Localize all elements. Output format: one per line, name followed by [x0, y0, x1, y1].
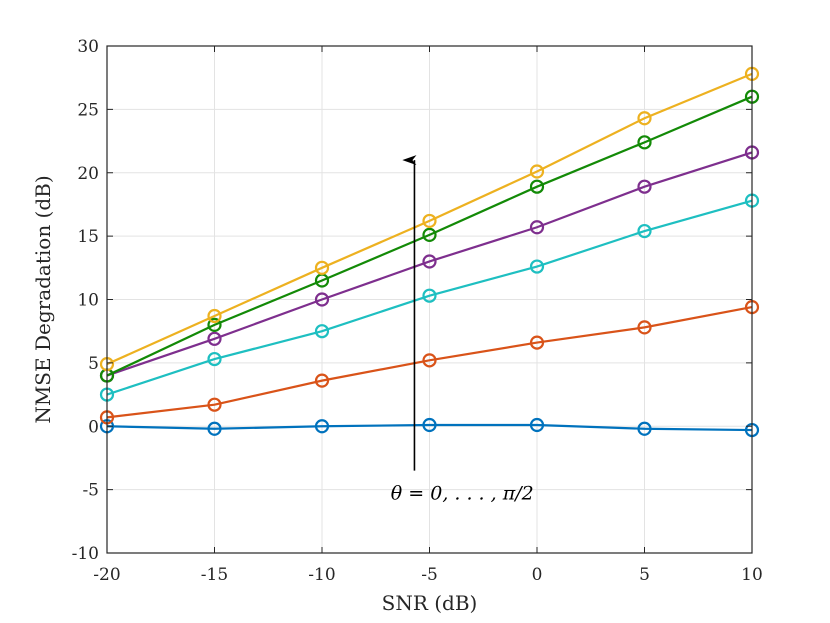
x-tick-label: 0: [532, 565, 543, 585]
series-line: [106, 306, 753, 419]
data-point: [207, 308, 222, 324]
data-point: [207, 317, 222, 332]
y-tick-label: 20: [77, 164, 99, 184]
x-axis-title: SNR (dB): [382, 591, 478, 615]
x-tick-label: -5: [421, 565, 438, 585]
data-point: [637, 223, 652, 239]
annotation: θ = 0, . . . , π/2: [391, 155, 534, 504]
data-point: [637, 179, 652, 194]
series-line: [106, 423, 753, 432]
x-tick-label: 10: [741, 565, 763, 585]
y-axis-title: NMSE Degradation (dB): [31, 175, 55, 423]
y-tick-label: 30: [77, 37, 99, 57]
data-point: [314, 419, 330, 434]
grid: [106, 45, 753, 554]
series-line: [106, 199, 753, 396]
y-tick-label: 15: [77, 227, 99, 247]
data-point: [422, 227, 437, 242]
y-tick-label: 0: [88, 417, 99, 437]
axis-ticks: -20 -15 -10 -5 0 5 10 -10 -5 0 5 10 15 20 25 30: [72, 37, 763, 585]
data-point: [314, 292, 330, 307]
y-tick-label: 25: [77, 100, 99, 120]
series-group: [99, 66, 760, 438]
data-point: [529, 164, 545, 179]
data-point: [314, 373, 330, 388]
data-point: [314, 324, 330, 339]
data-point: [637, 135, 652, 150]
data-point: [529, 417, 545, 433]
data-point: [207, 331, 222, 346]
data-point: [529, 179, 545, 194]
data-point: [422, 353, 437, 368]
series-line: [106, 95, 753, 377]
y-tick-label: 10: [77, 291, 99, 311]
series-5: [99, 89, 760, 383]
data-point: [637, 111, 652, 126]
data-point: [637, 320, 652, 335]
annotation-label: θ = 0, . . . , π/2: [391, 482, 534, 504]
series-line: [106, 151, 753, 377]
x-tick-label: -20: [93, 565, 120, 585]
y-tick-label: -5: [82, 481, 99, 501]
series-6: [99, 66, 760, 372]
x-tick-label: -10: [308, 565, 335, 585]
data-point: [529, 259, 545, 274]
data-point: [422, 213, 437, 229]
data-point: [314, 260, 330, 275]
data-point: [207, 397, 222, 412]
data-point: [422, 417, 437, 433]
data-point: [422, 254, 437, 269]
y-tick-label: 5: [88, 354, 99, 374]
data-point: [207, 351, 222, 367]
data-point: [529, 335, 545, 350]
x-tick-label: 5: [639, 565, 650, 585]
data-point: [529, 220, 545, 235]
data-point: [637, 421, 652, 436]
data-point: [422, 288, 437, 303]
series-4: [99, 145, 760, 383]
y-tick-label: -10: [72, 544, 99, 564]
data-point: [207, 421, 222, 436]
series-line: [106, 72, 753, 366]
x-tick-label: -15: [201, 565, 228, 585]
